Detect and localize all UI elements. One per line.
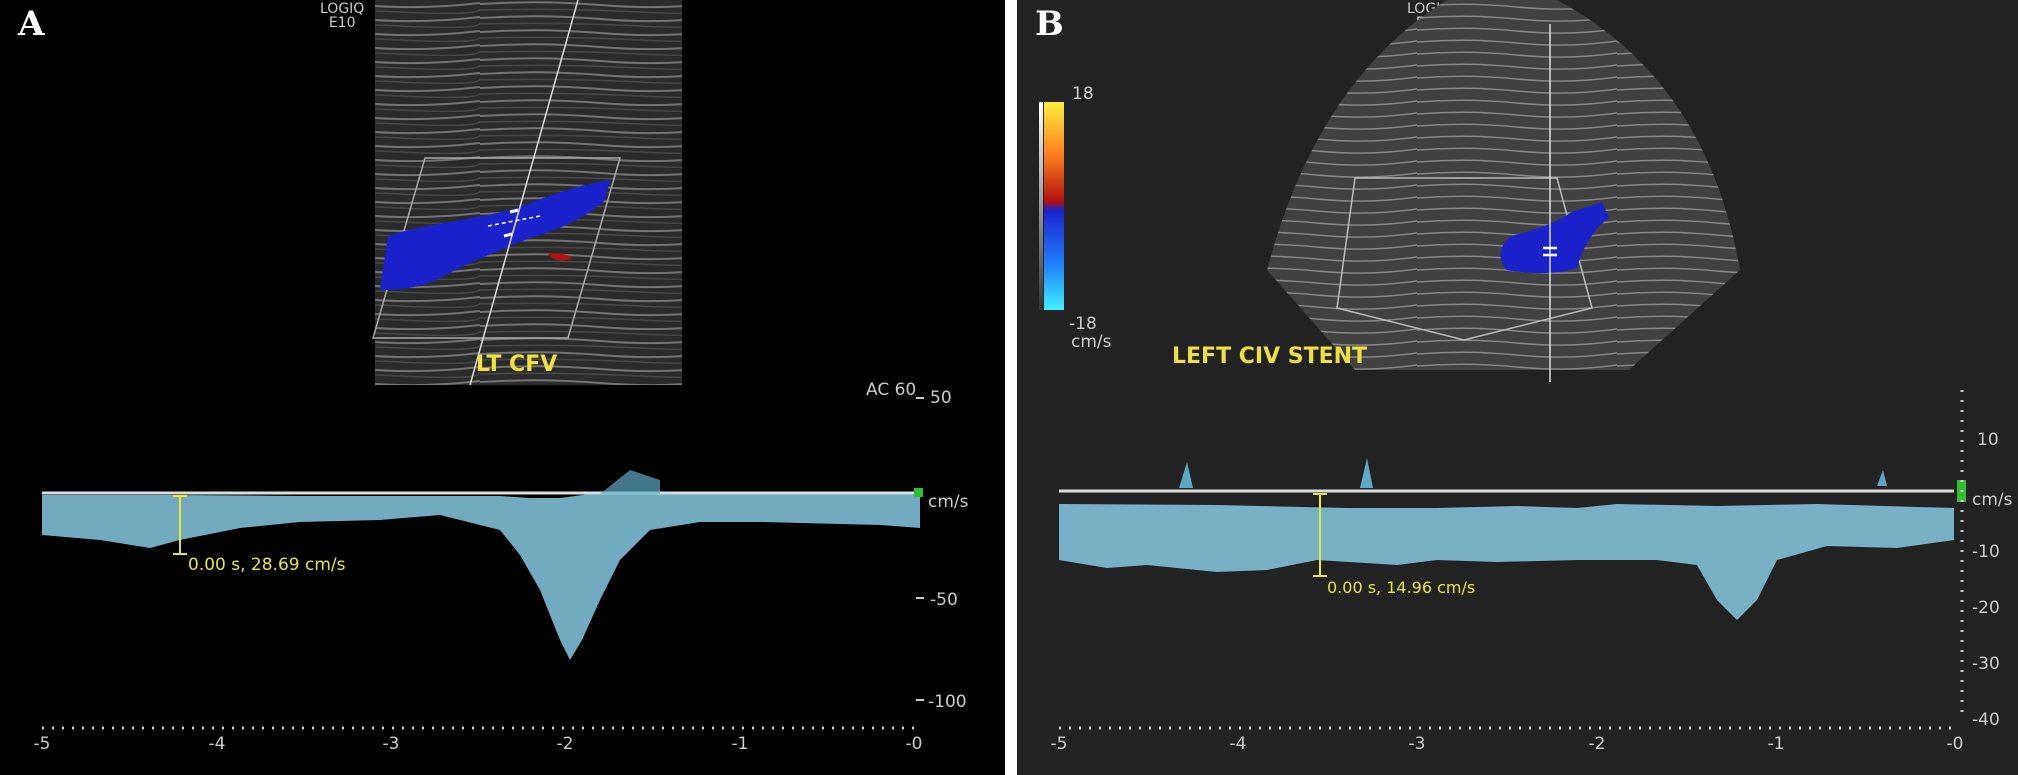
flow-region <box>1500 202 1609 274</box>
x-tick: -0 <box>905 734 923 754</box>
measurement-text: 0.00 s, 14.96 cm/s <box>1327 578 1476 597</box>
machine-label: LOGIQ E10 <box>320 2 364 30</box>
colorbar-min: -18 <box>1069 314 1097 334</box>
y-tick: -40 <box>1972 710 2000 730</box>
y-unit: cm/s <box>1972 490 2013 510</box>
panel-b-label: B <box>1035 4 1064 44</box>
x-tick: -4 <box>208 734 226 754</box>
color-box <box>1336 177 1593 341</box>
scale-note: AC 60 <box>866 380 917 400</box>
panel-a: A LOGIQ E10 <box>0 0 1005 775</box>
machine-line-2: E10 <box>328 15 356 31</box>
panel-b: B LOGIQ E10 <box>1017 0 2018 775</box>
panel-a-image <box>42 0 924 730</box>
doppler-cursor <box>469 0 579 386</box>
vessel-label: LEFT CIV STENT <box>1172 344 1368 369</box>
flow-region <box>380 180 610 290</box>
spectral-waveform <box>1059 504 1954 620</box>
velocity-colorbar <box>1044 102 1064 310</box>
y-tick: -30 <box>1972 654 2000 674</box>
y-tick: 10 <box>1977 430 1999 450</box>
x-tick: -1 <box>731 734 749 754</box>
y-tick: -10 <box>1972 542 2000 562</box>
machine-line-1: LOGIQ <box>320 1 365 17</box>
y-tick: 50 <box>930 388 952 408</box>
y-tick: -20 <box>1972 598 2000 618</box>
x-tick: -4 <box>1229 734 1247 754</box>
measurement-text: 0.00 s, 28.69 cm/s <box>188 555 346 575</box>
flow-red-spot <box>548 253 572 261</box>
x-tick: -1 <box>1767 734 1785 754</box>
panel-b-image <box>1039 0 1966 730</box>
x-tick: -2 <box>556 734 574 754</box>
spectral-waveform <box>42 494 920 660</box>
x-tick: -5 <box>33 734 51 754</box>
colorbar-unit: cm/s <box>1071 332 1112 352</box>
x-tick: -2 <box>1588 734 1606 754</box>
x-tick: -3 <box>1408 734 1426 754</box>
b-mode-sector <box>1267 0 1740 370</box>
x-tick: -3 <box>382 734 400 754</box>
panel-a-label: A <box>18 4 45 44</box>
y-unit: cm/s <box>928 492 969 512</box>
colorbar-max: 18 <box>1072 84 1094 104</box>
y-tick: -100 <box>928 692 967 712</box>
x-tick: -0 <box>1946 734 1964 754</box>
vessel-label: LT CFV <box>476 352 558 377</box>
baseline-marker <box>914 488 923 497</box>
x-tick: -5 <box>1050 734 1068 754</box>
y-tick: -50 <box>930 590 958 610</box>
b-mode-image <box>375 0 682 385</box>
